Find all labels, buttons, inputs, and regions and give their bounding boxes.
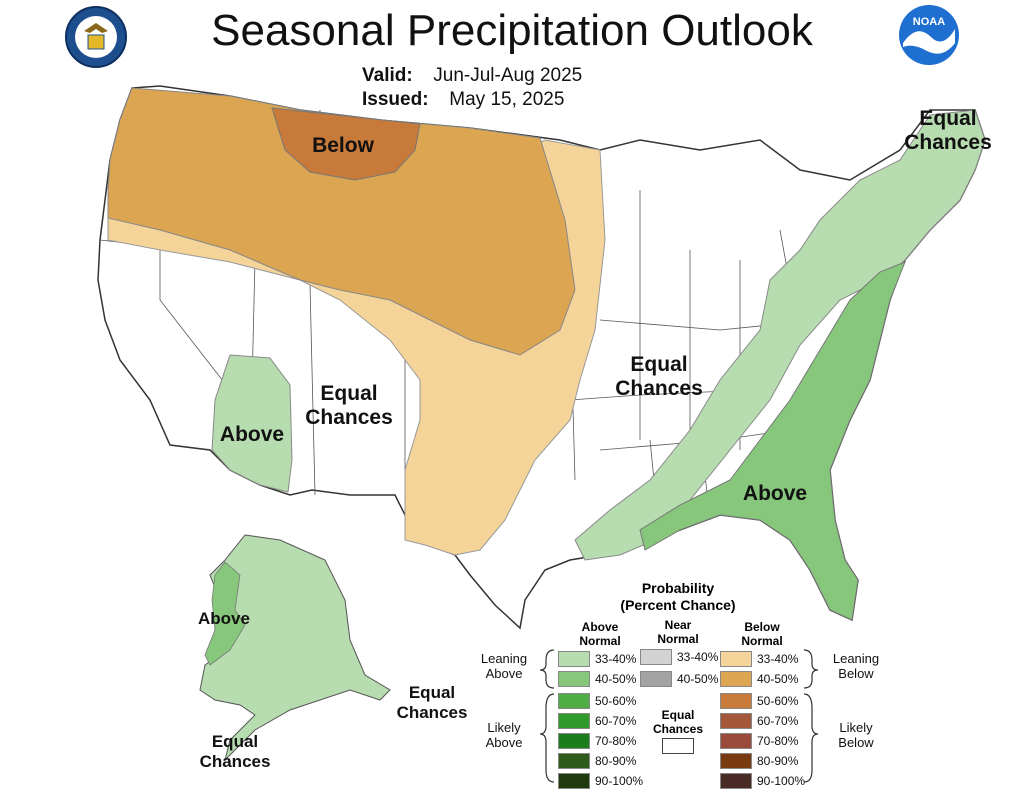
legend-above-range-label: 90-100% (595, 773, 644, 788)
legend-below-swatch (720, 692, 752, 709)
legend-col-below: Below Normal (741, 620, 783, 648)
legend-near-row: 40-50% (640, 670, 718, 688)
legend-below-row: 90-100% (720, 772, 805, 790)
legend-below-row: 40-50% (720, 670, 798, 688)
legend-below-row: 80-90% (720, 752, 798, 770)
region-leaning-above-east (574, 109, 986, 561)
legend-above-range-label: 50-60% (595, 693, 637, 708)
region-above-40-50-se (639, 261, 906, 621)
legend-brace-left (539, 649, 555, 783)
legend-below-swatch (720, 772, 752, 789)
label-equal-sw: Equal Chances (305, 382, 393, 429)
region-leaning-above-az (211, 354, 293, 493)
region-below-50-60 (271, 107, 421, 181)
page-title: Seasonal Precipitation Outlook (211, 6, 813, 55)
legend-above-swatch (558, 712, 590, 729)
region-below-40-50 (107, 87, 576, 356)
legend-below-range-label: 80-90% (757, 753, 799, 768)
legend-above-swatch (558, 732, 590, 749)
legend-likely-below: Likely Below (838, 720, 874, 750)
valid-value: Jun-Jul-Aug 2025 (433, 65, 583, 86)
legend-above-swatch (558, 692, 590, 709)
legend-below-swatch (720, 732, 752, 749)
legend-below-range-label: 33-40% (757, 651, 799, 666)
legend-above-row: 80-90% (558, 752, 636, 770)
label-equal-ak-s: Equal Chances (199, 732, 271, 771)
legend-above-swatch (558, 752, 590, 769)
doc-seal-icon (65, 6, 127, 68)
label-above-sw: Above (219, 423, 285, 446)
issued-value: May 15, 2025 (449, 89, 565, 110)
legend-equal-swatch (662, 738, 694, 754)
label-above-ak: Above (198, 609, 250, 628)
legend-col-above: Above Normal (579, 620, 621, 648)
legend-likely-above: Likely Above (485, 720, 523, 750)
issued-label: Issued: (362, 89, 429, 110)
legend-above-swatch (558, 650, 590, 667)
label-above-se: Above (742, 482, 808, 505)
legend-title: Probability (Percent Chance) (620, 580, 736, 613)
legend-below-range-label: 50-60% (757, 693, 799, 708)
legend-equal-chances: Equal Chances (652, 708, 704, 736)
legend-below-row: 60-70% (720, 712, 798, 730)
label-equal-ak-se: Equal Chances (396, 683, 468, 722)
label-below: Below (312, 134, 374, 157)
legend-leaning-below: Leaning Below (832, 651, 880, 681)
legend-near-swatch (640, 670, 672, 687)
legend-above-row: 90-100% (558, 772, 643, 790)
legend-above-range-label: 60-70% (595, 713, 637, 728)
legend-below-swatch (720, 670, 752, 687)
legend-above-row: 50-60% (558, 692, 636, 710)
legend-below-row: 50-60% (720, 692, 798, 710)
legend-above-range-label: 33-40% (595, 651, 637, 666)
valid-row: Valid: Jun-Jul-Aug 2025 (362, 65, 582, 87)
alaska-above-40-50 (204, 561, 246, 666)
issued-row: Issued: May 15, 2025 (362, 89, 564, 111)
legend-above-row: 33-40% (558, 650, 636, 668)
legend-below-range-label: 70-80% (757, 733, 799, 748)
legend-above-swatch (558, 670, 590, 687)
legend-leaning-above: Leaning Above (480, 651, 528, 681)
legend-above-swatch (558, 772, 590, 789)
legend-below-range-label: 90-100% (757, 773, 806, 788)
legend-below-swatch (720, 752, 752, 769)
legend-near-range-label: 40-50% (677, 671, 719, 686)
label-equal-center: Equal Chances (615, 353, 703, 400)
legend-above-row: 70-80% (558, 732, 636, 750)
legend-below-swatch (720, 650, 752, 667)
legend-brace-right (803, 649, 819, 783)
legend-below-row: 33-40% (720, 650, 798, 668)
legend-above-range-label: 40-50% (595, 671, 637, 686)
legend-below-swatch (720, 712, 752, 729)
legend-below-range-label: 60-70% (757, 713, 799, 728)
legend-above-range-label: 70-80% (595, 733, 637, 748)
valid-label: Valid: (362, 65, 413, 86)
label-equal-ne: Equal Chances (904, 107, 992, 154)
legend-below-row: 70-80% (720, 732, 798, 750)
legend-col-near: Near Normal (657, 618, 699, 646)
noaa-logo-text: NOAA (913, 16, 945, 28)
legend-below-range-label: 40-50% (757, 671, 799, 686)
legend-above-row: 60-70% (558, 712, 636, 730)
legend-above-row: 40-50% (558, 670, 636, 688)
legend-above-range-label: 80-90% (595, 753, 637, 768)
legend-near-swatch (640, 648, 672, 665)
legend-near-range-label: 33-40% (677, 649, 719, 664)
legend-near-row: 33-40% (640, 648, 718, 666)
noaa-logo-icon: NOAA (899, 5, 959, 65)
